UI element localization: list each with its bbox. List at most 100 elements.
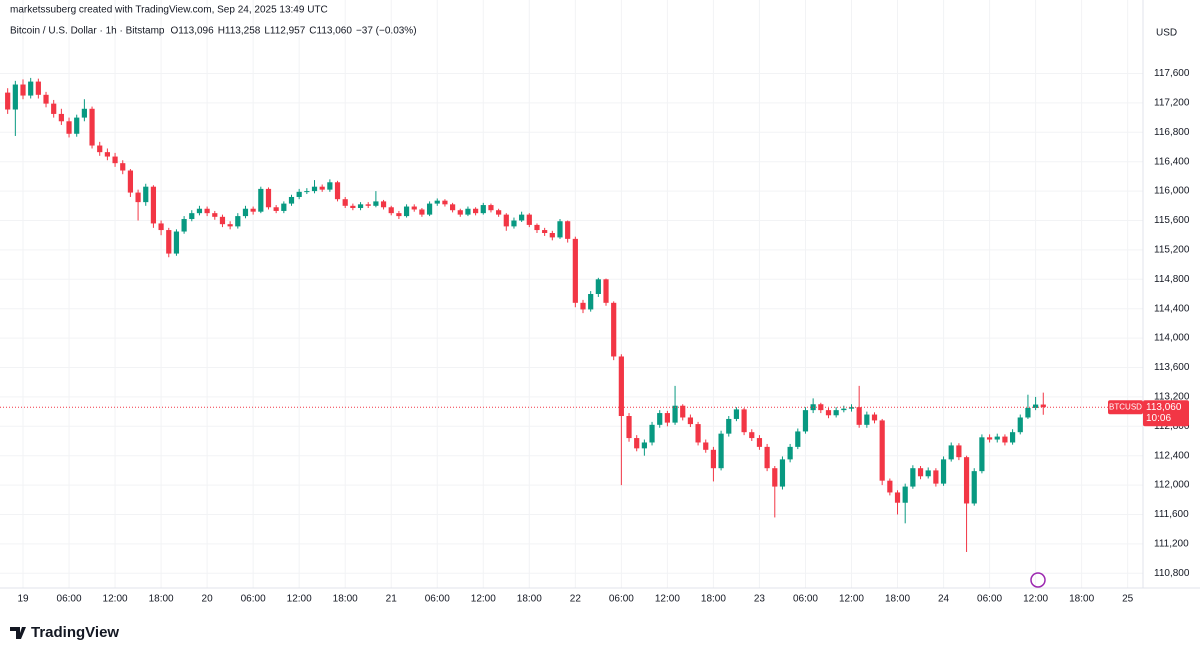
candle-body — [258, 188, 264, 212]
candle-body — [327, 182, 333, 190]
candle-body — [5, 92, 11, 110]
candle-body — [235, 216, 241, 227]
candle-body — [841, 408, 847, 411]
candle-body — [833, 410, 839, 416]
candle-body — [917, 468, 924, 477]
candle-body — [979, 437, 985, 472]
x-tick-label: 23 — [754, 594, 766, 605]
candle-body — [902, 486, 908, 503]
price-label: 113,060 — [1146, 402, 1182, 413]
candle-body — [104, 152, 110, 157]
candle-body — [488, 205, 494, 211]
ohlc-value: O113,096 — [171, 26, 215, 37]
candle-body — [572, 238, 578, 303]
candle-body — [802, 410, 809, 432]
candle-body — [112, 156, 118, 164]
candle-body — [741, 409, 747, 433]
y-tick-label: 112,000 — [1154, 480, 1190, 491]
candle-body — [51, 103, 57, 114]
candle-body — [496, 210, 502, 215]
candle-body — [618, 356, 624, 417]
candle-body — [288, 196, 295, 204]
candle-body — [273, 207, 279, 211]
candle-body — [825, 410, 832, 416]
y-tick-label: 114,000 — [1154, 333, 1190, 344]
candle-body — [971, 471, 977, 504]
logo: TradingView — [10, 624, 119, 641]
candle-body — [718, 433, 724, 469]
candle-body — [143, 186, 149, 203]
x-tick-label: 18:00 — [701, 594, 726, 605]
y-tick-label: 110,800 — [1154, 568, 1190, 579]
candle-body — [357, 204, 364, 209]
ohlc-value: C113,060 — [309, 26, 352, 37]
x-tick-label: 12:00 — [103, 594, 128, 605]
candle-body — [1002, 436, 1008, 443]
currency: USD — [1156, 28, 1177, 39]
candle-body — [465, 208, 471, 215]
candle-body — [503, 214, 509, 227]
candle-body — [1033, 404, 1039, 408]
candle-body — [687, 417, 694, 425]
candle-body — [373, 201, 379, 206]
x-tick-label: 24 — [938, 594, 950, 605]
symbol: Bitcoin / U.S. Dollar · 1h · Bitstamp — [10, 26, 165, 37]
candle-body — [380, 201, 387, 208]
candle-body — [396, 213, 402, 217]
x-tick-label: 06:00 — [425, 594, 450, 605]
candle-body — [242, 208, 249, 217]
x-tick-label: 06:00 — [977, 594, 1002, 605]
x-tick-label: 12:00 — [655, 594, 680, 605]
candle-body — [181, 219, 187, 232]
logo-mark — [10, 627, 26, 639]
candle-body — [634, 438, 640, 449]
candle-body — [388, 207, 394, 214]
candle-body — [135, 192, 141, 203]
y-tick-label: 116,400 — [1154, 156, 1190, 167]
candle-body — [227, 224, 233, 227]
x-tick-label: 12:00 — [287, 594, 312, 605]
x-tick-label: 06:00 — [609, 594, 634, 605]
ohlc-value: H113,258 — [218, 26, 261, 37]
candle-body — [787, 446, 793, 460]
y-tick-label: 113,600 — [1154, 362, 1190, 373]
candle-body — [189, 213, 195, 220]
candle-body — [680, 405, 686, 418]
candle-body — [426, 203, 433, 215]
y-tick-label: 112,800 — [1154, 421, 1190, 432]
candle-body — [963, 457, 970, 504]
candle-body — [411, 206, 417, 210]
candle-body — [925, 470, 931, 477]
candle-body — [365, 204, 371, 206]
candle-body — [97, 145, 103, 153]
candle-body — [603, 279, 609, 303]
candle-body — [81, 108, 87, 118]
watermark: marketssuberg created with TradingView.c… — [10, 5, 328, 16]
candle-body — [219, 216, 226, 225]
ohlc-legend: O113,096 H113,258 L112,957 C113,060 −37 (−0.… — [171, 26, 417, 37]
candle-body — [818, 404, 824, 411]
candle-body — [595, 279, 601, 294]
candle-body — [611, 302, 617, 357]
y-tick-label: 116,800 — [1154, 127, 1190, 138]
candle-body — [442, 200, 448, 205]
candle-body — [749, 432, 755, 439]
candle-body — [1040, 404, 1046, 408]
candle-body — [511, 220, 517, 227]
y-tick-label: 117,600 — [1154, 68, 1190, 79]
candle-body — [703, 442, 709, 450]
brand: TradingView — [31, 624, 119, 641]
candle-body — [20, 84, 26, 96]
candle-body — [879, 420, 885, 481]
x-tick-label: 06:00 — [57, 594, 82, 605]
candle-body — [871, 414, 878, 421]
candle-body — [580, 302, 586, 310]
event-icon[interactable] — [1030, 572, 1046, 588]
candle-body — [473, 208, 479, 214]
candle-body — [710, 449, 717, 469]
x-tick-label: 20 — [202, 594, 214, 605]
x-tick-label: 18:00 — [1069, 594, 1094, 605]
